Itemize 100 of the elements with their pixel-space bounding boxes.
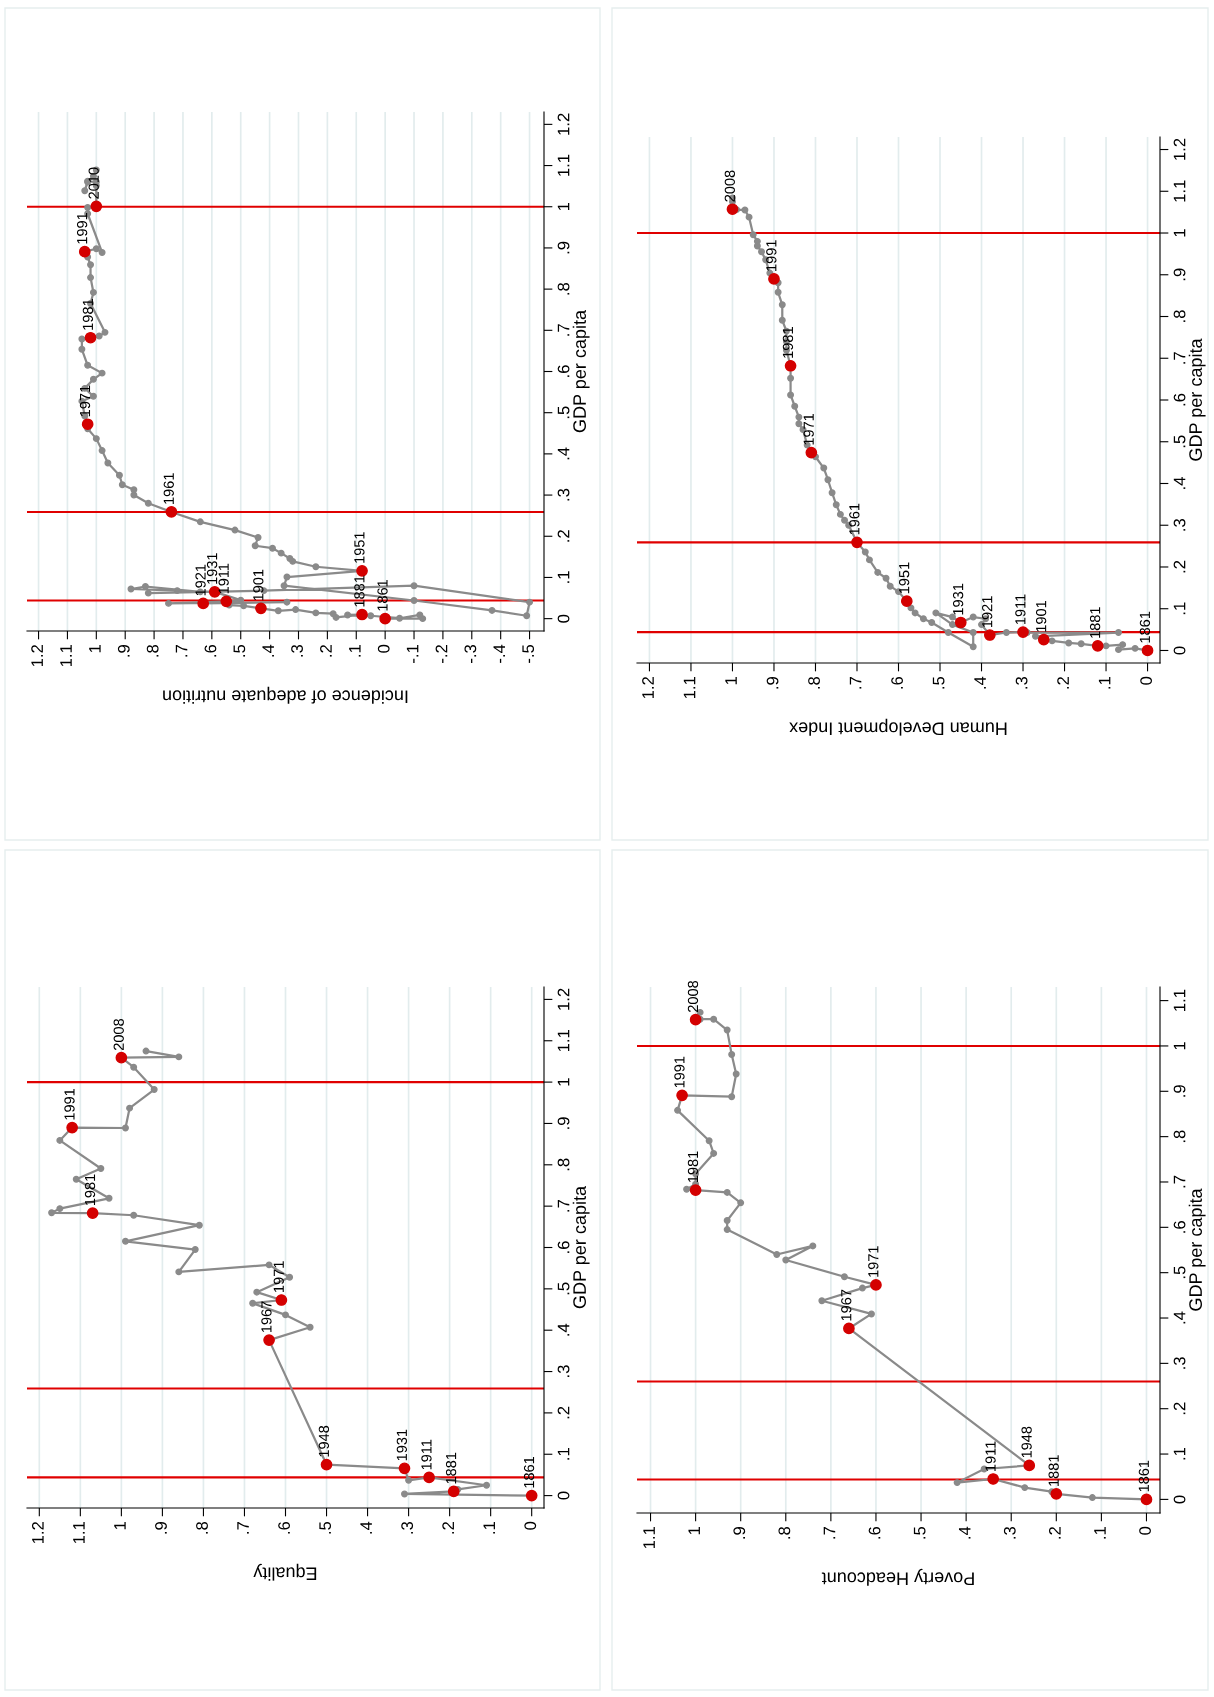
annotation: 1991 — [64, 1088, 75, 1120]
x-tick-label: 0 — [377, 644, 390, 653]
annotation: 1921 — [195, 564, 206, 596]
x-tick-label: .8 — [808, 676, 820, 689]
annotation: 1981 — [687, 1151, 699, 1183]
x-axis-title: Poverty Headcount — [821, 1568, 974, 1586]
y-tick-label: .8 — [1173, 310, 1186, 322]
y-tick-label: .9 — [557, 1117, 570, 1129]
x-tick-label: .5 — [233, 644, 246, 657]
y-tick-label: .3 — [557, 1365, 570, 1377]
x-tick-label: .4 — [958, 1526, 971, 1539]
annotation: 1981 — [84, 1174, 96, 1206]
annotation: 1971 — [79, 385, 91, 417]
annotation: 1948 — [318, 1425, 330, 1457]
y-tick-label: 1 — [557, 202, 570, 211]
x-tick-label: .2 — [1048, 1527, 1061, 1539]
x-axis-title: Incidence of adequate nutrition — [163, 686, 408, 704]
annotation: 1861 — [1139, 611, 1151, 643]
y-axis-title: GDP per capita — [1188, 1188, 1206, 1311]
x-tick-label: .5 — [319, 1521, 332, 1534]
y-tick-label: .2 — [557, 1406, 570, 1419]
y-tick-label: 1.2 — [1173, 138, 1186, 160]
annotation: 1981 — [82, 299, 94, 330]
y-tick-label: .1 — [557, 571, 570, 583]
x-tick-label: .8 — [196, 1521, 208, 1534]
annotation: 1967 — [841, 1289, 852, 1321]
annotation: 1911 — [421, 1439, 432, 1470]
y-tick-label: 1.1 — [1173, 989, 1186, 1011]
x-tick-label: .3 — [1003, 1526, 1016, 1539]
x-tick-label: .5 — [932, 676, 945, 689]
y-tick-label: 0 — [557, 614, 570, 623]
annotation: 1861 — [377, 579, 388, 611]
annotation: 1971 — [803, 413, 814, 445]
annotation: 1931 — [206, 553, 218, 584]
y-tick-label: .3 — [557, 488, 570, 501]
y-tick-label: .5 — [557, 1282, 570, 1295]
x-tick-label: .3 — [1015, 676, 1028, 689]
x-tick-label: .9 — [733, 1526, 746, 1539]
annotation: 2010 — [88, 167, 99, 199]
annotation: 1911 — [218, 563, 229, 594]
y-tick-label: .7 — [557, 1200, 570, 1212]
annotation: 1931 — [952, 583, 964, 615]
y-tick-label: 1.2 — [557, 988, 570, 1010]
annotation: 1881 — [445, 1452, 457, 1484]
y-tick-label: 1 — [1173, 1042, 1186, 1050]
annotation: 1961 — [163, 473, 174, 504]
x-tick-label: 1 — [688, 1527, 700, 1535]
annotation: 1901 — [1035, 600, 1047, 632]
y-tick-label: 1 — [1173, 229, 1186, 237]
x-tick-label: 1.2 — [31, 1522, 44, 1544]
annotation: 1931 — [396, 1429, 408, 1461]
x-tick-label: .7 — [823, 1527, 836, 1539]
x-tick-label: .2 — [442, 1522, 454, 1534]
y-tick-label: .9 — [557, 241, 570, 254]
x-tick-label: 0 — [1139, 1526, 1151, 1535]
annotation: 2008 — [687, 980, 699, 1012]
y-tick-label: .1 — [1173, 1447, 1186, 1460]
y-tick-label: .6 — [1173, 393, 1186, 406]
y-tick-label: .4 — [1173, 1311, 1186, 1324]
x-tick-label: .3 — [401, 1521, 414, 1534]
y-tick-label: .6 — [1173, 1221, 1186, 1233]
annotation: 1861 — [523, 1456, 535, 1488]
x-tick-label: -.2 — [435, 645, 448, 663]
annotation: 1951 — [899, 562, 910, 594]
x-tick-label: -.3 — [464, 644, 477, 663]
x-tick-label: 1.1 — [73, 1522, 85, 1544]
x-tick-label: .2 — [320, 645, 332, 657]
annotation: 1948 — [1021, 1426, 1032, 1458]
y-tick-label: .8 — [557, 1158, 570, 1171]
y-tick-label: .4 — [557, 447, 570, 460]
y-axis-title: GDP per capita — [572, 309, 590, 433]
annotation: 1967 — [261, 1301, 272, 1333]
y-tick-label: .5 — [1173, 435, 1186, 448]
y-tick-label: .8 — [1173, 1130, 1186, 1143]
y-tick-label: .7 — [1173, 1175, 1186, 1188]
y-axis-title: GDP per capita — [572, 1185, 590, 1309]
x-tick-label: 1 — [725, 677, 737, 685]
x-tick-label: .1 — [349, 645, 361, 657]
x-tick-label: -.5 — [522, 644, 535, 663]
x-tick-label: 1.1 — [643, 1527, 655, 1549]
x-tick-label: .6 — [278, 1521, 290, 1534]
y-tick-label: 1.1 — [1173, 180, 1186, 202]
x-tick-label: .3 — [291, 644, 303, 657]
y-tick-label: .3 — [1173, 519, 1186, 531]
y-tick-label: .9 — [1173, 1085, 1186, 1097]
annotation: 1971 — [868, 1246, 879, 1277]
annotation: 1911 — [1015, 594, 1026, 625]
x-tick-label: 1.2 — [642, 677, 654, 699]
x-axis-title: Human Development Index — [789, 718, 1007, 736]
x-tick-label: .9 — [766, 676, 779, 689]
x-tick-label: 1 — [114, 1522, 126, 1530]
x-tick-label: .5 — [913, 1526, 926, 1539]
annotation: 2008 — [724, 170, 735, 202]
x-tick-label: -.4 — [493, 644, 505, 663]
y-tick-label: 1.1 — [557, 154, 570, 176]
x-tick-label: 1.1 — [683, 677, 696, 699]
y-tick-label: .5 — [557, 406, 570, 419]
y-tick-label: .1 — [557, 1448, 570, 1460]
x-tick-label: 0 — [524, 1521, 537, 1530]
x-tick-label: .2 — [1057, 677, 1069, 689]
